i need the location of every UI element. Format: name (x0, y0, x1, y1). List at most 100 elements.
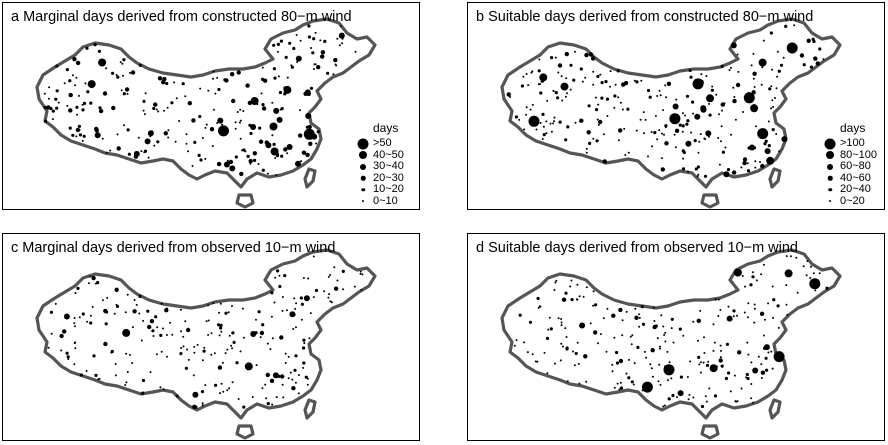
station-dot (259, 336, 262, 339)
station-dot (98, 58, 107, 67)
station-dot (663, 404, 666, 407)
station-dot (750, 397, 753, 400)
station-dot (652, 306, 655, 309)
station-dot (278, 284, 282, 289)
station-dot (703, 336, 705, 339)
station-dot (682, 150, 686, 154)
legend-b-row: 40~60 (822, 172, 871, 185)
station-dot (212, 77, 214, 80)
station-dot (295, 55, 302, 62)
station-dot (186, 348, 189, 351)
legend-dot (826, 151, 834, 160)
station-dot (275, 174, 278, 177)
station-dot (529, 108, 532, 111)
station-dot (360, 288, 363, 291)
station-dot (703, 174, 708, 178)
station-dot (776, 75, 779, 78)
station-dot (219, 392, 221, 395)
station-dot (633, 362, 636, 365)
station-dot (221, 123, 224, 126)
station-dot (213, 352, 216, 355)
station-dot (270, 291, 274, 295)
station-dot (621, 319, 624, 322)
station-dot (642, 111, 645, 114)
station-dot (199, 87, 202, 90)
station-dot (75, 76, 78, 79)
station-dot (204, 157, 207, 160)
station-dot (613, 336, 616, 339)
station-dot (82, 101, 87, 105)
station-dot (639, 118, 642, 121)
legend-label: 40~60 (840, 171, 871, 184)
station-dot (645, 356, 648, 359)
station-dot (140, 150, 143, 153)
station-dot (265, 142, 272, 149)
station-dot (297, 374, 300, 376)
station-dot (207, 89, 210, 92)
station-dot (635, 80, 639, 84)
station-dot (724, 146, 727, 149)
station-dot (299, 39, 302, 42)
station-dot (338, 32, 345, 39)
station-dot (299, 109, 301, 112)
station-dot (721, 150, 725, 154)
station-dot (598, 119, 603, 125)
station-dot (627, 151, 630, 154)
station-dot (619, 101, 622, 104)
station-dot (197, 153, 201, 157)
station-dot (542, 133, 546, 137)
station-dot (741, 275, 744, 277)
panel-b-title: b Suitable days derived from constructed… (476, 9, 814, 25)
station-dot (572, 350, 574, 353)
station-dot (692, 396, 695, 399)
station-dot (774, 97, 776, 99)
station-dot (564, 291, 568, 295)
station-dot (565, 77, 568, 80)
station-dot (302, 338, 306, 342)
station-dot (185, 133, 188, 136)
panel-d: d Suitable days derived from observed 10… (467, 233, 885, 441)
station-dot (708, 113, 712, 117)
station-dot (570, 298, 574, 302)
station-dot (94, 128, 100, 133)
station-dot (244, 362, 253, 371)
station-dot (293, 297, 296, 300)
legend-label: 40~50 (373, 148, 404, 161)
station-dot (126, 128, 130, 132)
station-dot (250, 331, 257, 337)
station-dot (667, 379, 669, 382)
station-dot (699, 371, 702, 374)
station-dot (242, 405, 246, 409)
station-dot (261, 66, 264, 69)
station-dot (217, 117, 224, 124)
station-dot (162, 327, 164, 330)
station-dot (283, 85, 292, 94)
station-dot (682, 334, 685, 337)
station-dot (719, 344, 722, 347)
station-dot (753, 321, 756, 324)
station-dot (736, 400, 739, 403)
station-dot (258, 126, 262, 130)
station-dot (302, 277, 305, 279)
station-dot (734, 400, 737, 403)
station-dot (740, 387, 743, 390)
station-dot (658, 347, 661, 350)
station-dot (705, 400, 708, 403)
station-dot (147, 156, 150, 159)
station-dot (669, 113, 681, 125)
station-dot (763, 142, 767, 146)
station-dot (169, 321, 172, 324)
station-dot (201, 402, 204, 405)
station-dot (805, 274, 808, 277)
station-dot (276, 269, 280, 273)
station-dot (175, 97, 178, 100)
station-dot (694, 113, 701, 120)
station-dot (68, 126, 72, 130)
station-dot (737, 350, 742, 355)
station-dot (162, 388, 165, 391)
station-dot (295, 34, 298, 36)
station-dot (732, 86, 735, 89)
station-dot (231, 381, 234, 384)
legend-label: 60~80 (840, 160, 871, 172)
station-dot (606, 115, 609, 117)
